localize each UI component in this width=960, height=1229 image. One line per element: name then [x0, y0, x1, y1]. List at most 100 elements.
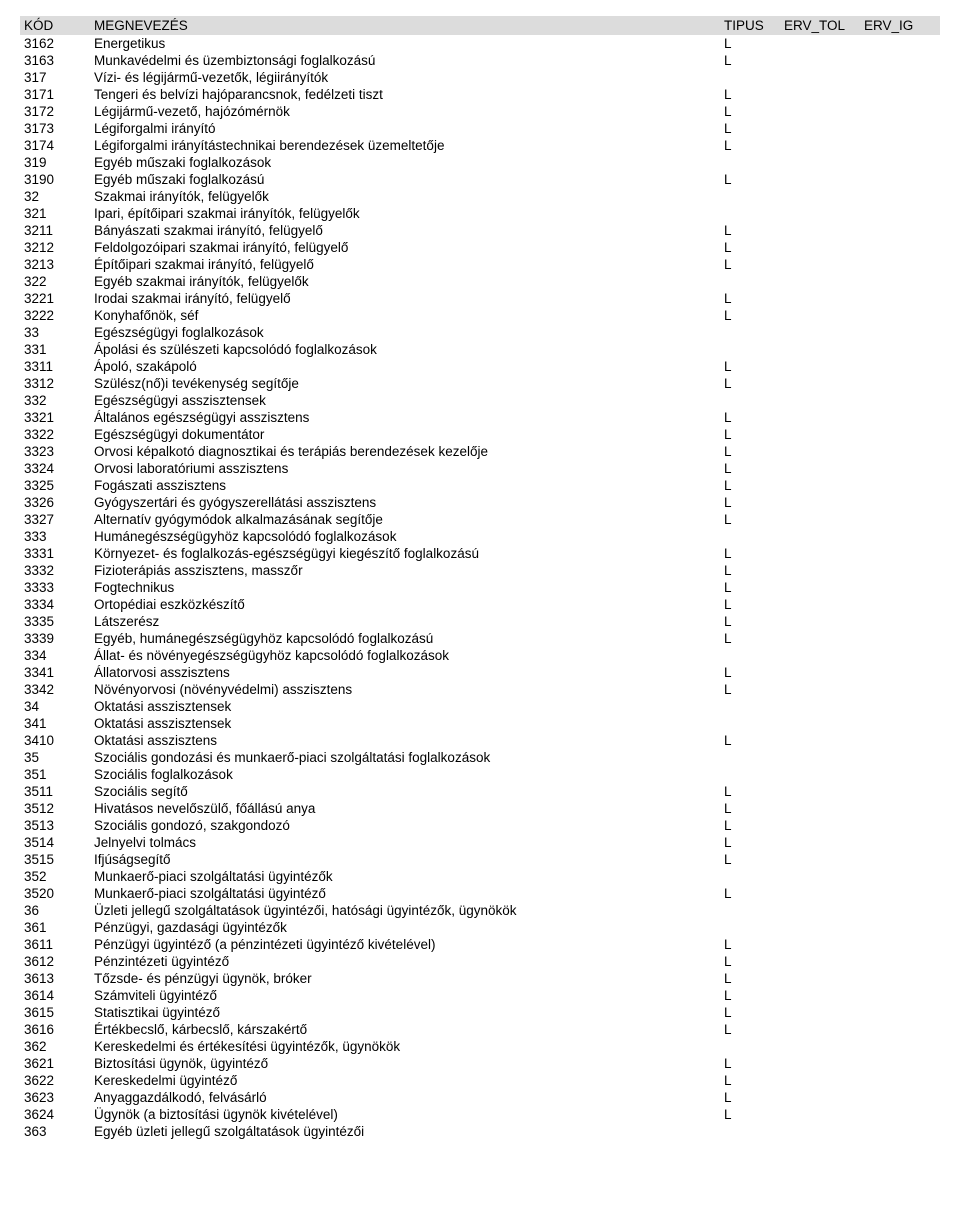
cell-kod: 3613 [20, 970, 90, 987]
cell-tipus: L [720, 732, 780, 749]
cell-erv-ig [860, 817, 940, 834]
cell-name: Oktatási asszisztensek [90, 715, 720, 732]
cell-erv-ig [860, 681, 940, 698]
cell-name: Hivatásos nevelőszülő, főállású anya [90, 800, 720, 817]
cell-name: Fogászati asszisztens [90, 477, 720, 494]
cell-erv-tol [780, 460, 860, 477]
cell-tipus [720, 749, 780, 766]
cell-erv-ig [860, 783, 940, 800]
cell-erv-tol [780, 664, 860, 681]
cell-name: Orvosi laboratóriumi asszisztens [90, 460, 720, 477]
cell-tipus: L [720, 1004, 780, 1021]
cell-kod: 36 [20, 902, 90, 919]
cell-erv-ig [860, 647, 940, 664]
cell-kod: 3321 [20, 409, 90, 426]
table-row: 3213Építőipari szakmai irányító, felügye… [20, 256, 940, 273]
cell-erv-tol [780, 188, 860, 205]
cell-kod: 3162 [20, 35, 90, 52]
cell-erv-ig [860, 953, 940, 970]
cell-kod: 3332 [20, 562, 90, 579]
cell-kod: 334 [20, 647, 90, 664]
col-header-tipus: TIPUS [720, 16, 780, 35]
cell-kod: 3222 [20, 307, 90, 324]
cell-tipus: L [720, 579, 780, 596]
cell-tipus: L [720, 885, 780, 902]
cell-erv-tol [780, 766, 860, 783]
table-row: 3323Orvosi képalkotó diagnosztikai és te… [20, 443, 940, 460]
cell-kod: 3339 [20, 630, 90, 647]
cell-name: Konyhafőnök, séf [90, 307, 720, 324]
cell-kod: 3624 [20, 1106, 90, 1123]
table-row: 352Munkaerő-piaci szolgáltatási ügyintéz… [20, 868, 940, 885]
cell-name: Irodai szakmai irányító, felügyelő [90, 290, 720, 307]
cell-tipus [720, 392, 780, 409]
cell-erv-tol [780, 375, 860, 392]
cell-tipus [720, 341, 780, 358]
cell-name: Munkavédelmi és üzembiztonsági foglalkoz… [90, 52, 720, 69]
cell-erv-tol [780, 987, 860, 1004]
cell-tipus: L [720, 562, 780, 579]
table-row: 3335LátszerészL [20, 613, 940, 630]
table-row: 3326Gyógyszertári és gyógyszerellátási a… [20, 494, 940, 511]
cell-erv-ig [860, 477, 940, 494]
table-row: 361Pénzügyi, gazdasági ügyintézők [20, 919, 940, 936]
table-row: 3342Növényorvosi (növényvédelmi) asszisz… [20, 681, 940, 698]
cell-erv-ig [860, 205, 940, 222]
table-row: 3513Szociális gondozó, szakgondozóL [20, 817, 940, 834]
cell-erv-tol [780, 103, 860, 120]
table-row: 3341Állatorvosi asszisztensL [20, 664, 940, 681]
cell-erv-ig [860, 426, 940, 443]
cell-kod: 3190 [20, 171, 90, 188]
cell-erv-tol [780, 783, 860, 800]
cell-erv-tol [780, 681, 860, 698]
cell-erv-ig [860, 766, 940, 783]
cell-erv-tol [780, 1072, 860, 1089]
cell-erv-ig [860, 613, 940, 630]
table-row: 351Szociális foglalkozások [20, 766, 940, 783]
cell-erv-tol [780, 341, 860, 358]
cell-tipus: L [720, 851, 780, 868]
cell-kod: 317 [20, 69, 90, 86]
cell-name: Légiforgalmi irányító [90, 120, 720, 137]
table-row: 32Szakmai irányítók, felügyelők [20, 188, 940, 205]
cell-erv-tol [780, 477, 860, 494]
cell-kod: 3174 [20, 137, 90, 154]
cell-erv-ig [860, 902, 940, 919]
cell-tipus: L [720, 171, 780, 188]
cell-kod: 3612 [20, 953, 90, 970]
cell-erv-ig [860, 1089, 940, 1106]
cell-erv-ig [860, 1055, 940, 1072]
cell-name: Szociális gondozási és munkaerő-piaci sz… [90, 749, 720, 766]
table-row: 3512Hivatásos nevelőszülő, főállású anya… [20, 800, 940, 817]
cell-kod: 3172 [20, 103, 90, 120]
cell-name: Pénzügyi, gazdasági ügyintézők [90, 919, 720, 936]
cell-erv-tol [780, 171, 860, 188]
cell-erv-tol [780, 1123, 860, 1140]
cell-tipus [720, 324, 780, 341]
cell-kod: 351 [20, 766, 90, 783]
table-header-row: KÓD MEGNEVEZÉS TIPUS ERV_TOL ERV_IG [20, 16, 940, 35]
table-row: 334Állat- és növényegészségügyhöz kapcso… [20, 647, 940, 664]
cell-erv-tol [780, 732, 860, 749]
cell-erv-ig [860, 35, 940, 52]
cell-erv-tol [780, 579, 860, 596]
table-row: 35Szociális gondozási és munkaerő-piaci … [20, 749, 940, 766]
cell-tipus [720, 919, 780, 936]
cell-erv-ig [860, 545, 940, 562]
cell-name: Egyéb műszaki foglalkozások [90, 154, 720, 171]
cell-erv-ig [860, 409, 940, 426]
table-row: 3324Orvosi laboratóriumi asszisztensL [20, 460, 940, 477]
cell-tipus: L [720, 987, 780, 1004]
cell-erv-tol [780, 1004, 860, 1021]
cell-name: Állat- és növényegészségügyhöz kapcsolód… [90, 647, 720, 664]
table-row: 3624Ügynök (a biztosítási ügynök kivétel… [20, 1106, 940, 1123]
cell-kod: 3311 [20, 358, 90, 375]
cell-erv-tol [780, 52, 860, 69]
cell-erv-tol [780, 953, 860, 970]
cell-name: Egészségügyi asszisztensek [90, 392, 720, 409]
cell-erv-ig [860, 358, 940, 375]
cell-name: Környezet- és foglalkozás-egészségügyi k… [90, 545, 720, 562]
table-row: 36Üzleti jellegű szolgáltatások ügyintéz… [20, 902, 940, 919]
cell-name: Bányászati szakmai irányító, felügyelő [90, 222, 720, 239]
cell-tipus: L [720, 52, 780, 69]
